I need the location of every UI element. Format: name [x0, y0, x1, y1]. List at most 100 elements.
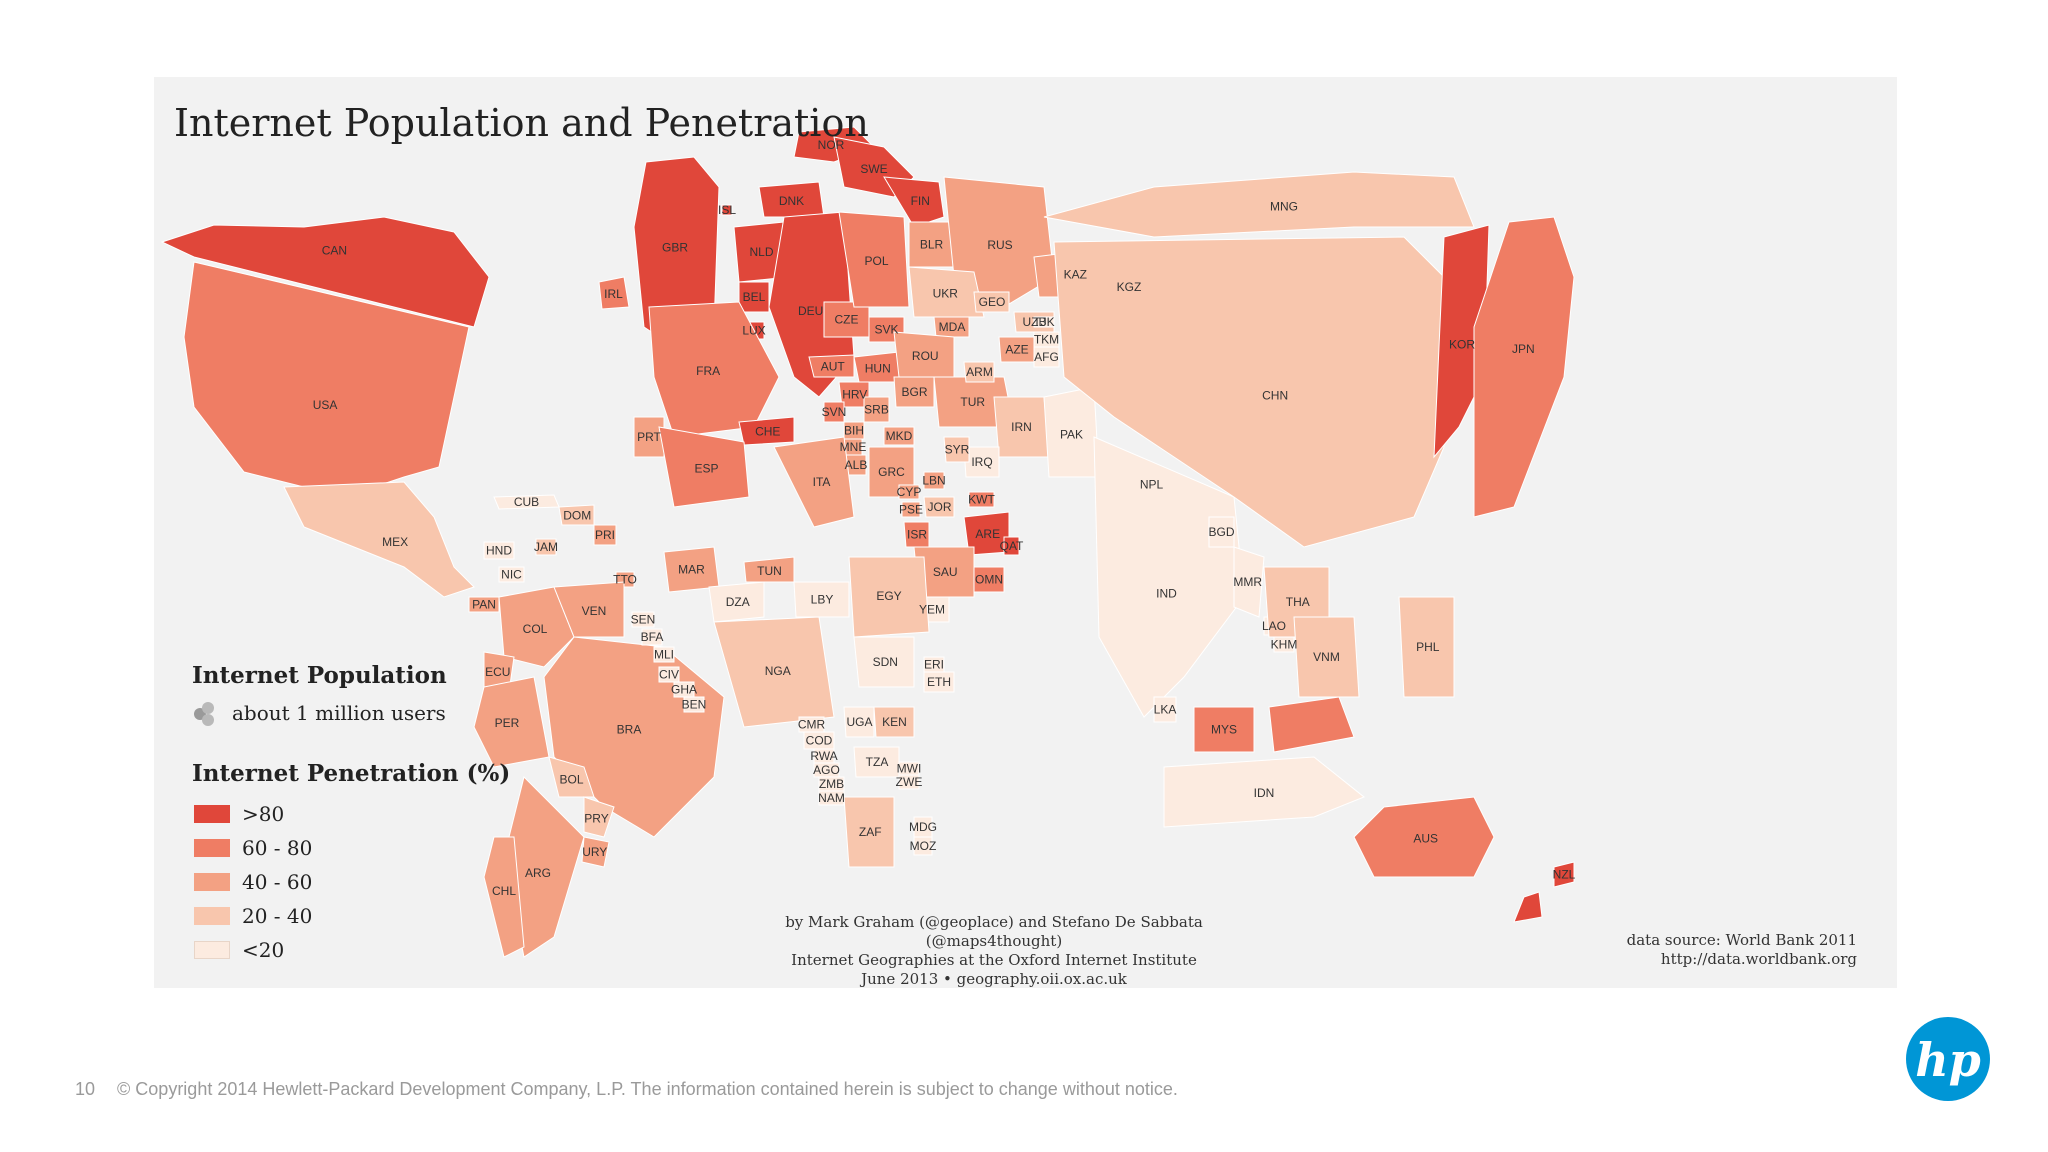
region-IRQ — [963, 446, 1000, 478]
country-label-sau: SAU — [933, 565, 958, 579]
legend-class: 60 - 80 — [194, 836, 312, 860]
country-label-khm: KHM — [1271, 638, 1298, 652]
country-label-nga: NGA — [765, 664, 791, 678]
slide-footer: 10 © Copyright 2014 Hewlett-Packard Deve… — [75, 1079, 1178, 1100]
region-CHE — [738, 416, 795, 446]
country-label-cyp: CYP — [897, 485, 922, 499]
country-label-ecu: ECU — [485, 665, 510, 679]
country-label-col: COL — [523, 622, 548, 636]
region-OMN — [973, 566, 1005, 593]
region-MYS — [1193, 706, 1255, 753]
country-label-mmr: MMR — [1233, 575, 1262, 589]
region-SEN — [631, 611, 655, 628]
credit-line-2: Internet Geographies at the Oxford Inter… — [791, 951, 1197, 969]
country-label-mne: MNE — [840, 440, 867, 454]
legend-class: 20 - 40 — [194, 904, 312, 928]
country-label-hnd: HND — [486, 544, 512, 558]
hp-logo: hp — [1906, 1017, 1990, 1101]
region-ESP — [658, 426, 750, 508]
country-label-cmr: CMR — [798, 718, 826, 732]
region-TJK — [1033, 316, 1055, 328]
country-label-nam: NAM — [818, 791, 845, 805]
hp-logo-circle — [1906, 1017, 1990, 1101]
country-label-hun: HUN — [865, 361, 891, 375]
region-URY — [581, 836, 610, 868]
country-label-phl: PHL — [1416, 640, 1440, 654]
source-line-2: http://data.worldbank.org — [1660, 950, 1857, 968]
region-PRT — [633, 416, 665, 458]
page-number: 10 — [75, 1079, 96, 1099]
legend-population-item: about 1 million users — [232, 701, 446, 725]
region-AFG — [1033, 346, 1060, 368]
region-CAN — [160, 216, 490, 328]
country-label-civ: CIV — [659, 668, 679, 682]
region-DZA — [708, 581, 765, 623]
map-data-source: data source: World Bank 2011 http://data… — [1627, 931, 1857, 969]
country-label-srb: SRB — [864, 403, 889, 417]
country-label-lao: LAO — [1262, 619, 1286, 633]
country-label-afg: AFG — [1034, 350, 1059, 364]
country-label-pry: PRY — [584, 811, 608, 825]
region-ETH — [923, 671, 955, 693]
country-label-bgd: BGD — [1208, 525, 1234, 539]
region-FIN — [883, 176, 945, 228]
map-panel: CAN USA MEX CUB DOM PRI HND JAM NIC TTO PAN COL VEN E… — [154, 77, 1897, 988]
country-label-nld: NLD — [749, 245, 773, 259]
country-label-bfa: BFA — [641, 630, 664, 644]
legend-swatch-3 — [194, 907, 230, 925]
country-label-pol: POL — [864, 254, 888, 268]
country-label-kgz: KGZ — [1117, 280, 1142, 294]
country-label-deu: DEU — [798, 304, 823, 318]
country-label-ken: KEN — [882, 715, 907, 729]
country-label-qat: QAT — [1000, 539, 1024, 553]
legend-swatch-1 — [194, 839, 230, 857]
region-NAM — [818, 790, 845, 806]
legend-swatch-4 — [194, 941, 230, 959]
country-label-rus: RUS — [987, 238, 1012, 252]
region-BGR — [893, 376, 935, 408]
region-JPN — [1473, 216, 1575, 518]
region-MDA — [933, 316, 970, 338]
country-label-lux: LUX — [742, 324, 765, 338]
country-label-prt: PRT — [637, 430, 661, 444]
region-LKA — [1153, 696, 1177, 723]
country-label-tkm: TKM — [1034, 333, 1059, 347]
region-VEN — [553, 581, 625, 638]
country-label-svn: SVN — [822, 405, 847, 419]
region-PRY — [583, 796, 615, 838]
country-label-tjk: TJK — [1033, 315, 1054, 329]
region-ZAF — [843, 796, 895, 868]
country-label-zmb: ZMB — [819, 777, 844, 791]
country-label-kor: KOR — [1449, 338, 1475, 352]
country-label-aut: AUT — [821, 360, 846, 374]
region-MMR — [1233, 546, 1265, 618]
population-symbol — [194, 702, 214, 726]
region-EGY — [848, 556, 930, 638]
region-BOL — [548, 756, 595, 798]
region-AUS — [1353, 796, 1495, 878]
country-label-lbn: LBN — [922, 474, 945, 488]
legend-swatch-0 — [194, 805, 230, 823]
country-label-aus: AUS — [1413, 832, 1438, 846]
country-label-ury: URY — [582, 845, 607, 859]
region-SDN — [853, 636, 915, 688]
country-label-per: PER — [495, 716, 520, 730]
region-SRB — [863, 396, 890, 423]
country-label-pri: PRI — [595, 528, 615, 542]
country-label-mda: MDA — [939, 320, 966, 334]
country-label-fin: FIN — [911, 194, 930, 208]
country-label-aze: AZE — [1005, 343, 1028, 357]
country-label-che: CHE — [755, 425, 780, 439]
country-label-bih: BIH — [844, 424, 864, 438]
region-MYS2 — [1268, 696, 1355, 753]
country-label-bgr: BGR — [901, 385, 927, 399]
country-label-omn: OMN — [975, 573, 1003, 587]
region-PRI — [593, 524, 617, 546]
region-CHN — [1053, 236, 1445, 548]
country-label-ind: IND — [1156, 587, 1177, 601]
region-IRL — [598, 276, 630, 310]
country-label-ukr: UKR — [933, 286, 959, 300]
region-IDN — [1163, 756, 1365, 828]
credit-line-1: by Mark Graham (@geoplace) and Stefano D… — [785, 913, 1203, 950]
country-label-lka: LKA — [1154, 703, 1177, 717]
